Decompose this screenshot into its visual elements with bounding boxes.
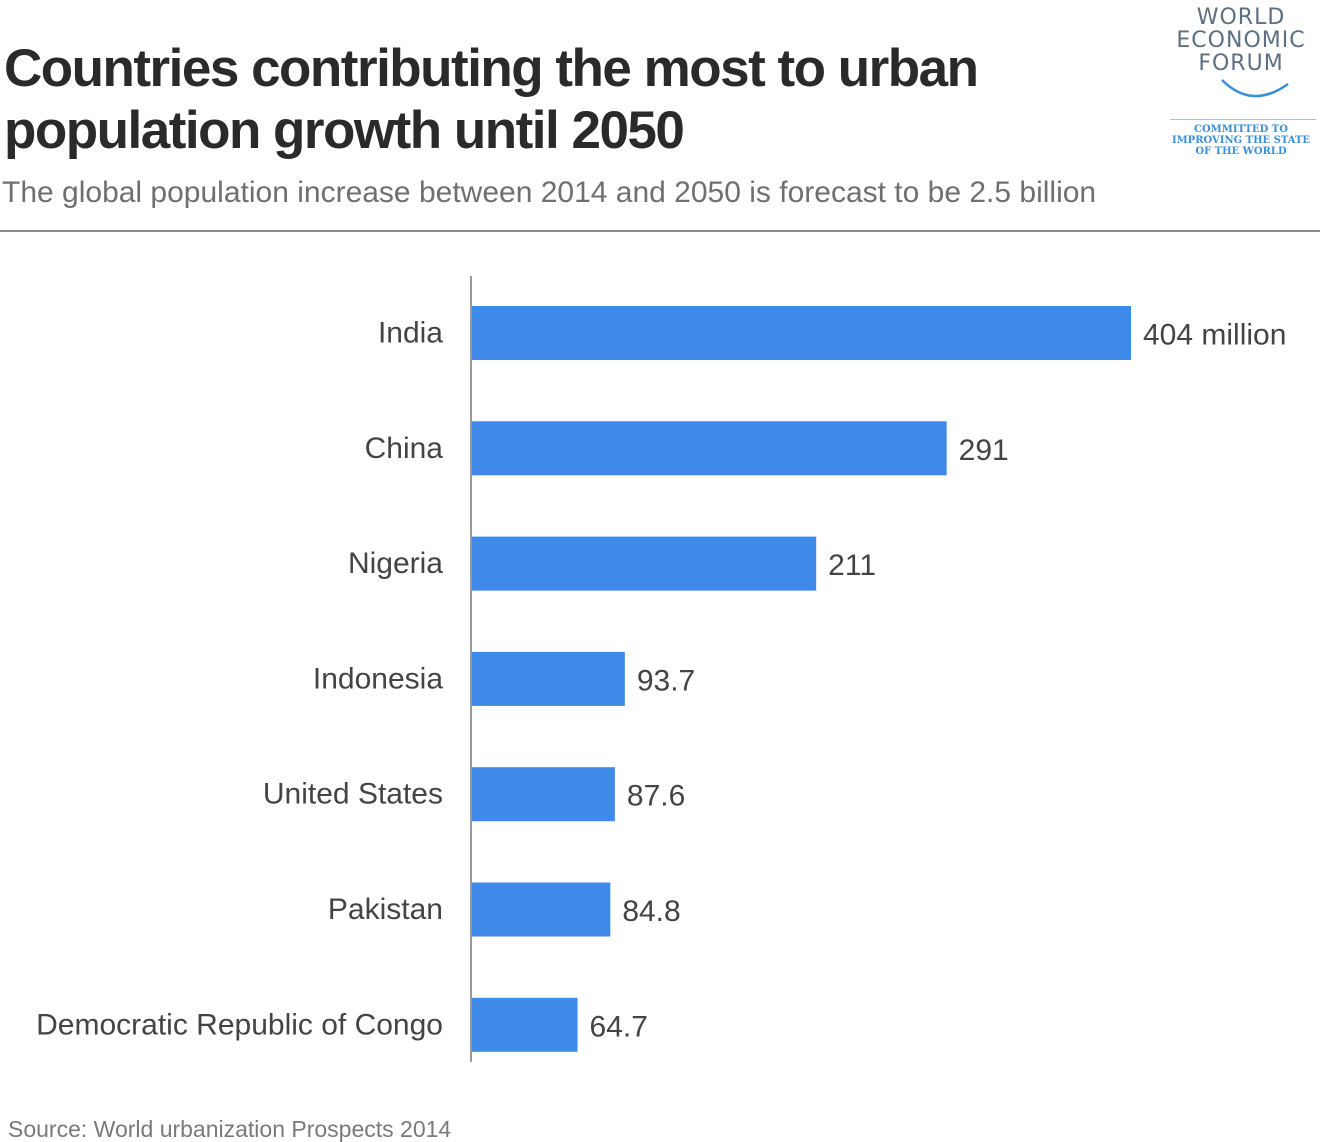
value-label: 93.7: [637, 664, 695, 697]
chart-title-line-1: Countries contributing the most to urban: [4, 39, 979, 98]
bar-united-states: [472, 767, 615, 822]
category-label: Democratic Republic of Congo: [36, 1008, 443, 1041]
category-label: Nigeria: [348, 547, 443, 580]
chart-title: Countries contributing the most to urban…: [4, 38, 1124, 162]
category-label: India: [378, 317, 443, 350]
wef-logo: WORLD ECONOMIC FORUM COMMITTED TO IMPROV…: [1160, 6, 1322, 166]
bar-pakistan: [472, 882, 611, 937]
category-label: Indonesia: [313, 662, 443, 695]
logo-word-1: WORLD: [1196, 5, 1286, 30]
value-label: 87.6: [627, 780, 685, 813]
chart-subtitle: The global population increase between 2…: [2, 176, 1097, 209]
bar-india: [472, 306, 1131, 360]
bar-china: [472, 421, 947, 476]
globe-swoosh-icon: [1221, 79, 1289, 98]
logo-tagline-3: OF THE WORLD: [1195, 146, 1287, 157]
logo-word-3: FORUM: [1198, 51, 1284, 76]
value-label: 64.7: [590, 1010, 648, 1043]
category-label: United States: [263, 778, 443, 811]
category-label: China: [365, 432, 444, 465]
chart-title-line-2: population growth until 2050: [4, 101, 685, 160]
bar-chart: India 404 million China 291 Nigeria 211 Indone…: [36, 276, 1286, 1062]
bar-indonesia: [472, 651, 625, 706]
bar-democratic-republic-of-congo: [472, 997, 578, 1052]
logo-tagline-1: COMMITTED TO: [1194, 124, 1288, 135]
logo-tagline-2: IMPROVING THE STATE: [1171, 135, 1311, 146]
bar-nigeria: [472, 536, 817, 591]
header-divider: [0, 230, 1320, 232]
value-label: 211: [828, 549, 876, 582]
source-note: Source: World urbanization Prospects 201…: [8, 1116, 452, 1142]
logo-word-2: ECONOMIC: [1176, 28, 1306, 53]
logo-divider: [1170, 119, 1316, 120]
value-label: 404 million: [1143, 319, 1286, 352]
value-label: 291: [959, 434, 1009, 467]
category-label: Pakistan: [328, 893, 443, 926]
value-label: 84.8: [622, 895, 680, 928]
